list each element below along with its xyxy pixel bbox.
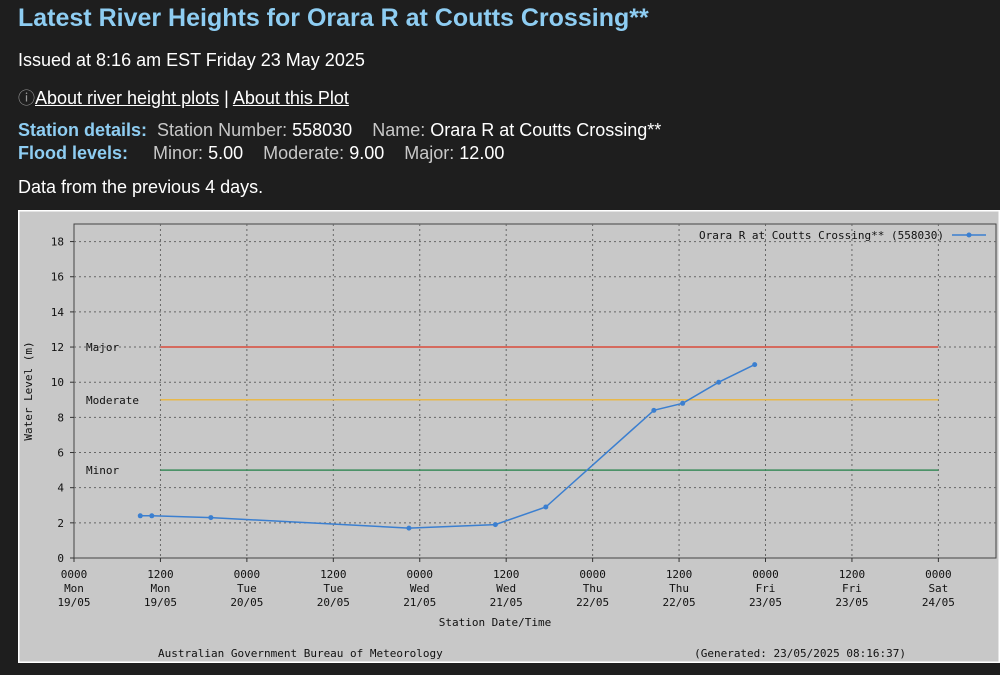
river-height-chart: 0 2 4 6 8 10 12 14 16 18 0000 Mon 19/05 1200 Mon 19/05 0… [18,210,1000,663]
x-tick-date: 19/05 [57,596,90,609]
data-point [752,362,758,368]
y-tick-label: 14 [51,306,65,319]
y-tick-label: 2 [57,517,64,530]
x-axis-label: Station Date/Time [439,616,552,629]
moderate-value: 9.00 [349,143,385,163]
y-axis-label: Water Level (m) [22,341,35,440]
data-point [651,407,657,413]
link-separator: | [224,88,229,108]
moderate-label: Moderate: [263,143,345,163]
x-tick-day: Fri [756,582,776,595]
x-tick-day: Thu [669,582,689,595]
x-tick-day: Sat [928,582,948,595]
data-point [716,379,722,385]
legend-label: Orara R at Coutts Crossing** (558030) [699,229,944,242]
x-tick-day: Mon [151,582,171,595]
x-tick-date: 20/05 [230,596,263,609]
chart-svg: 0246810121416180000Mon19/051200Mon19/050… [18,210,1000,663]
y-tick-label: 8 [57,411,64,424]
legend-marker [966,232,972,238]
x-tick-time: 0000 [925,568,952,581]
x-tick-time: 1200 [493,568,520,581]
x-tick-date: 24/05 [922,596,955,609]
x-tick-date: 23/05 [835,596,868,609]
x-tick-time: 1200 [147,568,174,581]
threshold-label-major: Major [86,341,119,354]
y-tick-label: 12 [51,341,64,354]
minor-label: Minor: [153,143,204,163]
station-number: 558030 [292,120,353,140]
x-tick-day: Wed [410,582,430,595]
info-icon: ⓘ [18,89,35,108]
y-tick-label: 6 [57,447,64,460]
page-title: Latest River Heights for Orara R at Cout… [18,4,649,32]
data-point [543,504,549,510]
x-tick-date: 23/05 [749,596,782,609]
major-value: 12.00 [459,143,505,163]
x-tick-day: Tue [323,582,343,595]
x-tick-date: 21/05 [490,596,523,609]
station-details-label: Station details: [18,120,148,140]
series-line [140,363,756,529]
data-point [137,513,143,519]
flood-levels: Flood levels: Minor: 5.00 Moderate: 9.00… [18,143,504,164]
x-tick-time: 1200 [320,568,347,581]
station-details: Station details: Station Number: 558030 … [18,120,661,141]
about-river-height-plots-link[interactable]: About river height plots [35,88,220,108]
y-tick-label: 18 [51,236,64,249]
x-tick-time: 0000 [407,568,434,581]
y-tick-label: 16 [51,271,64,284]
minor-value: 5.00 [208,143,244,163]
x-tick-time: 0000 [234,568,261,581]
x-tick-time: 0000 [61,568,88,581]
station-name-label: Name: [372,120,426,140]
x-tick-time: 0000 [579,568,606,581]
data-point [492,522,498,528]
x-tick-date: 22/05 [663,596,696,609]
data-point [149,513,155,519]
plot-frame [73,223,997,559]
issued-time: Issued at 8:16 am EST Friday 23 May 2025 [18,50,365,70]
x-tick-day: Mon [64,582,84,595]
x-tick-time: 1200 [839,568,866,581]
links-row: ⓘAbout river height plots | About this P… [18,84,349,109]
threshold-label-minor: Minor [86,464,119,477]
x-tick-date: 21/05 [403,596,436,609]
data-point [208,515,214,521]
y-tick-label: 0 [57,552,64,565]
y-tick-label: 4 [57,482,64,495]
x-tick-day: Fri [842,582,862,595]
x-tick-day: Wed [496,582,516,595]
x-tick-time: 1200 [666,568,693,581]
footer-left: Australian Government Bureau of Meteorol… [158,647,443,660]
x-tick-time: 0000 [752,568,779,581]
footer-right: (Generated: 23/05/2025 08:16:37) [694,647,906,660]
station-number-label: Station Number: [157,120,288,140]
x-tick-date: 19/05 [144,596,177,609]
y-tick-label: 10 [51,376,64,389]
x-tick-day: Thu [583,582,603,595]
major-label: Major: [404,143,455,163]
x-tick-date: 20/05 [317,596,350,609]
x-tick-day: Tue [237,582,257,595]
station-name: Orara R at Coutts Crossing** [430,120,662,140]
data-note: Data from the previous 4 days. [18,177,264,197]
threshold-label-moderate: Moderate [86,394,139,407]
about-this-plot-link[interactable]: About this Plot [232,88,349,108]
x-tick-date: 22/05 [576,596,609,609]
data-point [680,400,686,406]
data-point [406,525,412,531]
flood-levels-label: Flood levels: [18,143,129,163]
